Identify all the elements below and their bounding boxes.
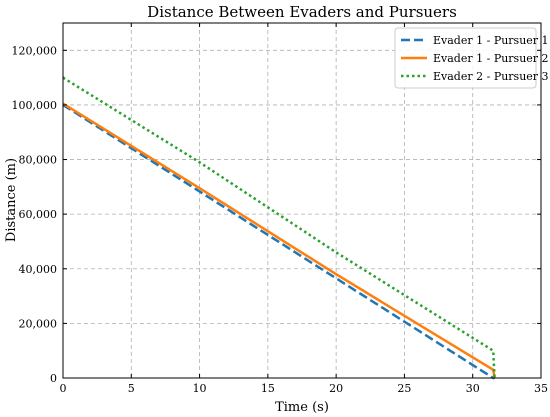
- y-tick-label: 120,000: [12, 44, 58, 57]
- y-tick-label: 60,000: [19, 208, 58, 221]
- series-line-1: [62, 103, 495, 380]
- x-tick-label: 20: [329, 382, 343, 395]
- legend-label: Evader 1 - Pursuer 2: [433, 52, 549, 65]
- plot-frame: [62, 22, 542, 379]
- y-tick-label: 80,000: [19, 154, 58, 167]
- x-tick-label: 0: [60, 382, 67, 395]
- y-tick-label: 20,000: [19, 317, 58, 330]
- x-axis-label: Time (s): [275, 400, 329, 415]
- series-lines: [62, 76, 496, 380]
- legend: Evader 1 - Pursuer 1 Evader 1 - Pursuer 2…: [394, 27, 549, 89]
- chart-title: Distance Between Evaders and Pursuers: [147, 3, 457, 21]
- x-tick-label: 15: [261, 382, 275, 395]
- y-tick-label: 100,000: [12, 99, 58, 112]
- legend-box: [394, 27, 537, 89]
- y-tick-label: 0: [50, 372, 57, 385]
- x-tick-label: 5: [128, 382, 135, 395]
- x-tick-label: 35: [534, 382, 548, 395]
- legend-label: Evader 2 - Pursuer 3: [433, 70, 549, 83]
- x-tick-label: 10: [193, 382, 207, 395]
- y-axis-label: Distance (m): [4, 158, 19, 242]
- x-tick-label: 25: [397, 382, 411, 395]
- series-line-3: [62, 76, 496, 379]
- x-tick-label: 30: [466, 382, 480, 395]
- series-line-2: [62, 102, 496, 379]
- axis-ticks: 0 5 10 15 20 25 30 35 0 20,000 40,000 60,000 80,000 1…: [12, 23, 548, 395]
- y-tick-label: 40,000: [19, 263, 58, 276]
- legend-label: Evader 1 - Pursuer 1: [433, 34, 549, 47]
